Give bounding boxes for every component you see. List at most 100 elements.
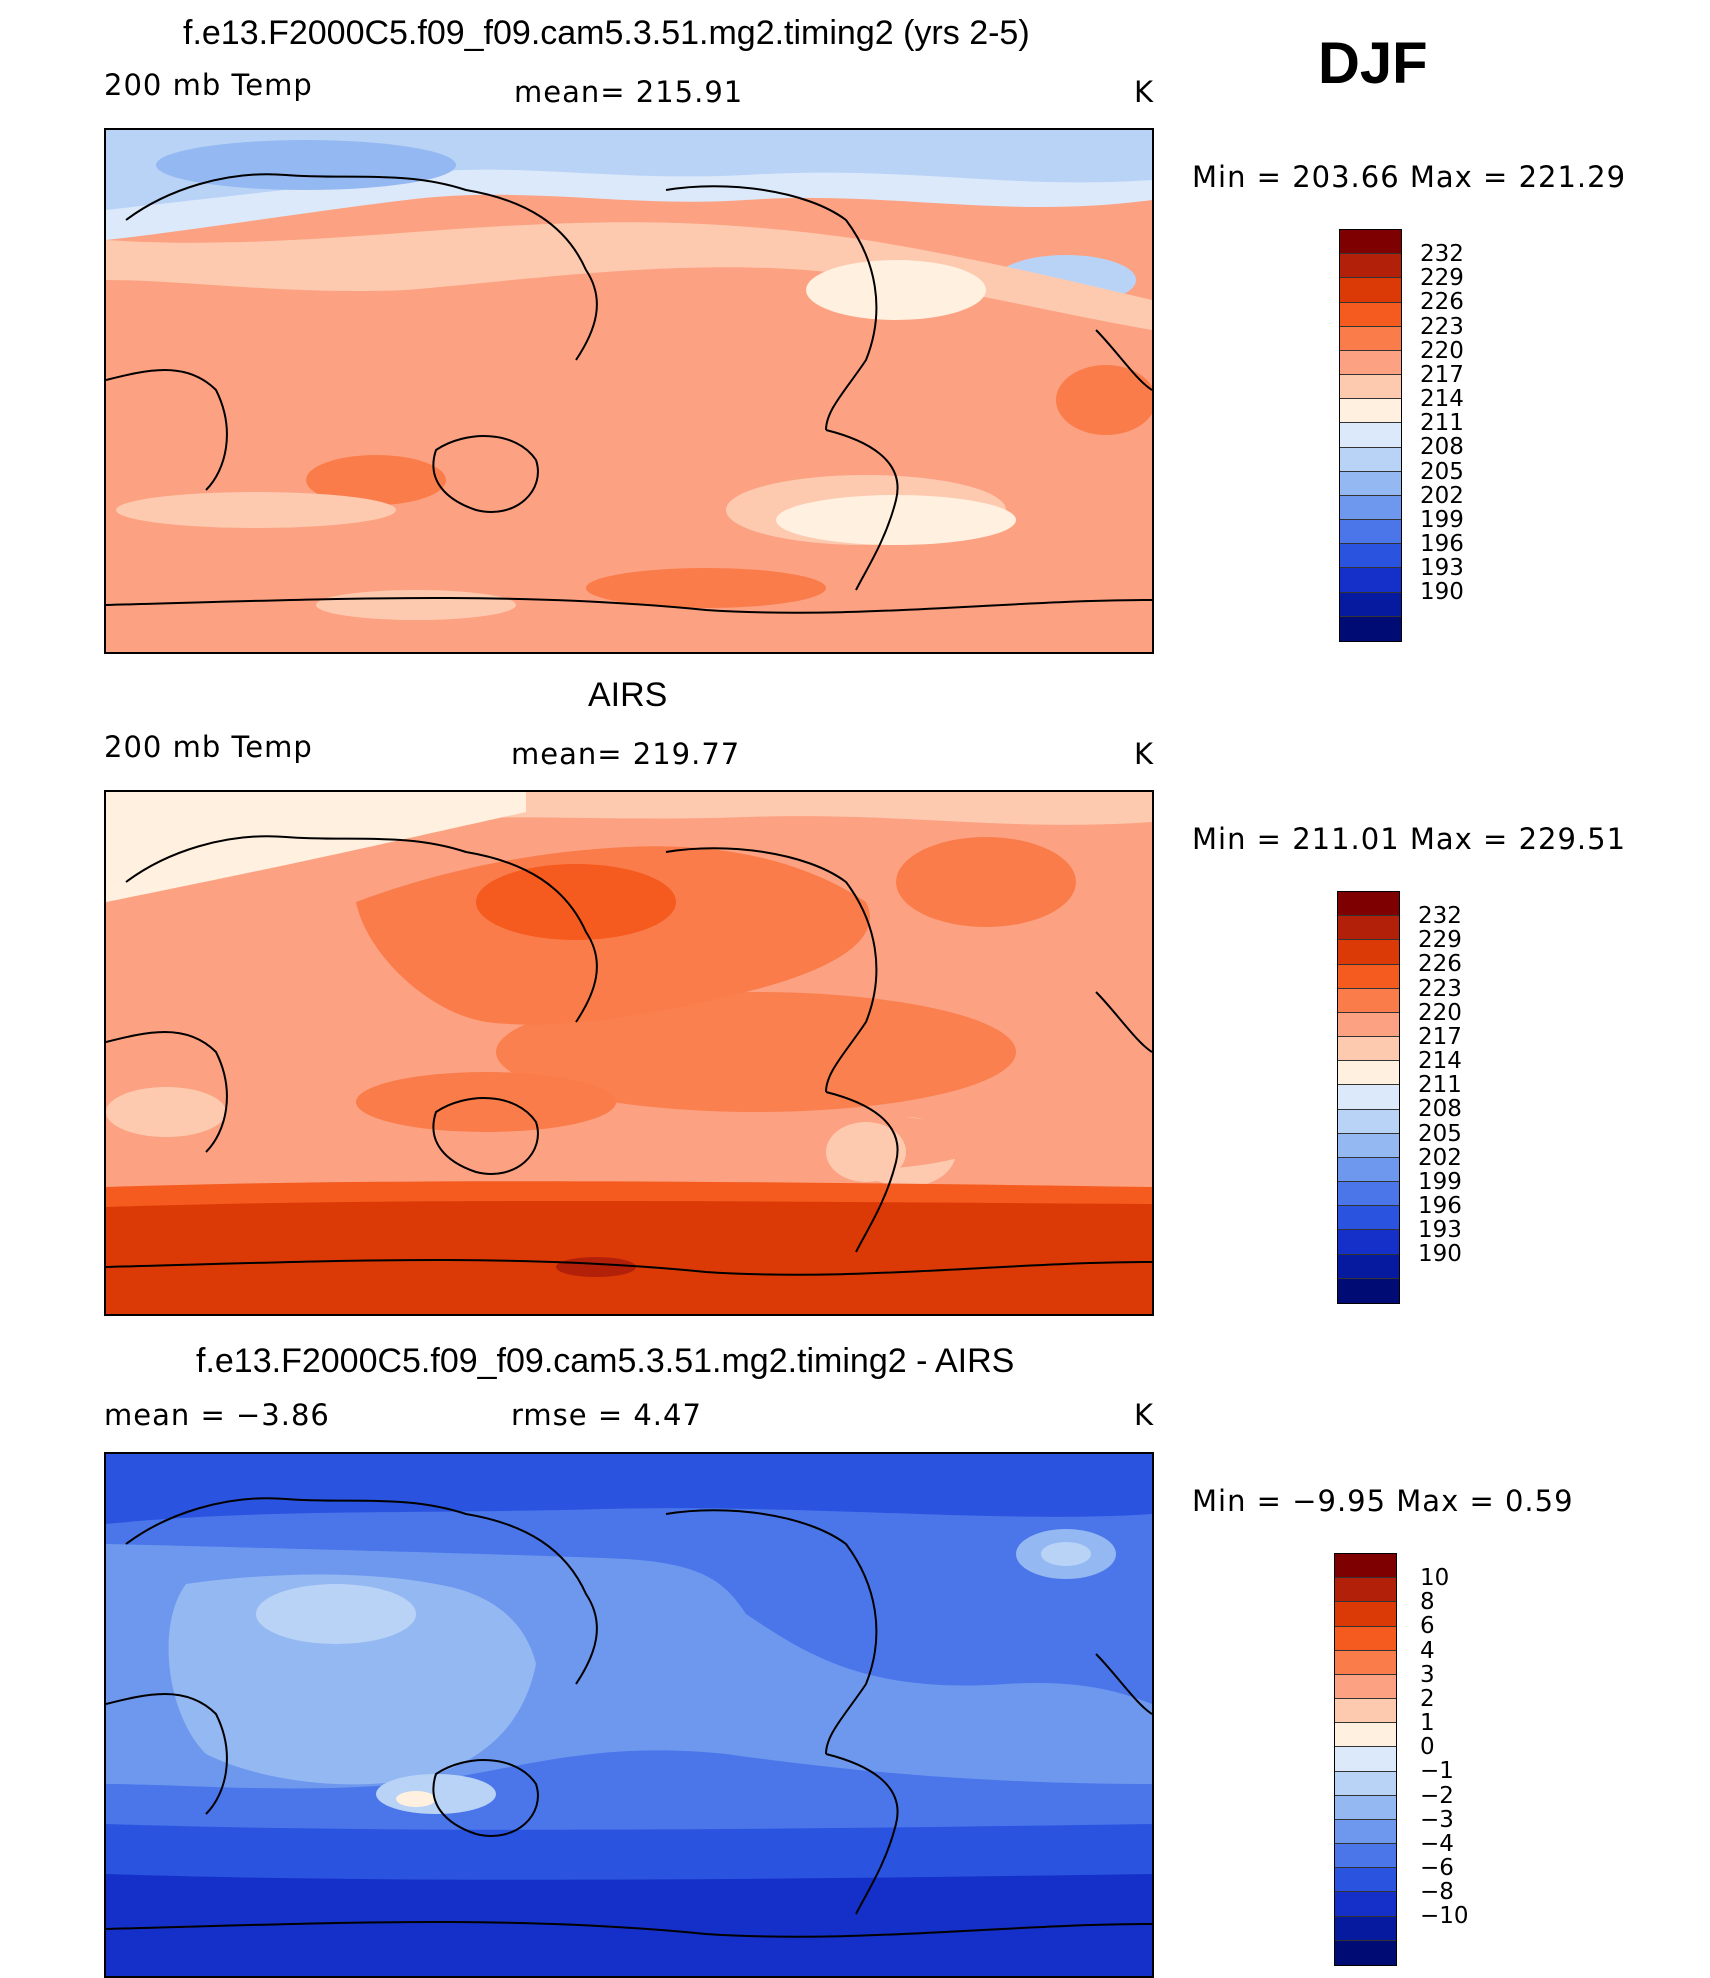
- colorbar-tick-label: 211: [1420, 410, 1464, 437]
- colorbar-tick-label: 226: [1418, 951, 1462, 978]
- panel-1-range-text: Min = 203.66 Max = 221.29: [1192, 160, 1627, 194]
- season-label: DJF: [1318, 31, 1428, 96]
- colorbar-swatch: [1338, 1278, 1399, 1303]
- colorbar-tick-label: −2: [1420, 1782, 1454, 1809]
- colorbar-swatch: [1340, 495, 1401, 521]
- colorbar-tick-label: 193: [1420, 555, 1464, 582]
- colorbar-swatch: [1335, 1650, 1396, 1675]
- panel-3-colorbar-labels: 10 8 6 4 3 2 1 0 −1 −2 −3 −4 −6 −8 −10: [1420, 1566, 1469, 1929]
- panel-2-mean-label: mean= 219.77: [511, 737, 741, 771]
- colorbar-tick-label: 232: [1418, 903, 1462, 929]
- colorbar-swatch: [1335, 1626, 1396, 1651]
- colorbar-tick-label: −4: [1420, 1830, 1454, 1857]
- colorbar-swatch: [1335, 1940, 1396, 1965]
- colorbar-swatch: [1340, 326, 1401, 351]
- colorbar-tick-label: 190: [1418, 1241, 1462, 1268]
- colorbar-swatch: [1335, 1674, 1396, 1700]
- panel-2-title: AIRS: [588, 676, 668, 714]
- colorbar-swatch: [1340, 520, 1401, 545]
- colorbar-tick-label: 214: [1420, 386, 1464, 413]
- panel-3-contour-field: [106, 1454, 1152, 1976]
- colorbar-tick-label: 205: [1418, 1120, 1462, 1147]
- colorbar-swatch: [1338, 1012, 1399, 1038]
- colorbar-swatch: [1335, 1844, 1396, 1869]
- colorbar-swatch: [1340, 254, 1401, 279]
- panel-1-title: f.e13.F2000C5.f09_f09.cam5.3.51.mg2.timi…: [183, 14, 1030, 52]
- colorbar-tick-label: 217: [1420, 361, 1464, 388]
- colorbar-tick-label: 220: [1418, 999, 1462, 1026]
- colorbar-tick-label: 229: [1418, 927, 1462, 954]
- colorbar-swatch: [1340, 471, 1401, 496]
- colorbar-swatch: [1340, 616, 1401, 641]
- colorbar-tick-label: 232: [1420, 241, 1464, 267]
- colorbar-swatch: [1338, 916, 1399, 941]
- colorbar-swatch: [1340, 423, 1401, 448]
- colorbar-tick-label: −10: [1420, 1903, 1469, 1930]
- colorbar-tick-label: 214: [1418, 1048, 1462, 1075]
- panel-1-contour-field: [106, 130, 1152, 652]
- colorbar-swatch: [1340, 230, 1401, 255]
- colorbar-swatch: [1338, 1230, 1399, 1255]
- panel-1-map: [104, 128, 1154, 654]
- colorbar-swatch: [1338, 988, 1399, 1013]
- panel-2-units: K: [1134, 737, 1155, 771]
- colorbar-tick-label: −1: [1420, 1758, 1454, 1785]
- colorbar-swatch: [1338, 1254, 1399, 1279]
- colorbar-swatch: [1338, 940, 1399, 965]
- panel-3-map: [104, 1452, 1154, 1978]
- colorbar-swatch: [1335, 1699, 1396, 1724]
- panel-3-units: K: [1134, 1398, 1155, 1432]
- panel-2-coastlines: [106, 835, 1152, 1276]
- panel-2-map: [104, 790, 1154, 1316]
- colorbar-tick-label: 217: [1418, 1023, 1462, 1050]
- colorbar-swatch: [1338, 1133, 1399, 1158]
- panel-1-variable-label: 200 mb Temp: [104, 68, 313, 102]
- colorbar-tick-label: 190: [1420, 579, 1464, 606]
- colorbar-tick-label: 208: [1420, 434, 1464, 461]
- panel-3-coastlines: [106, 1497, 1152, 1938]
- colorbar-swatch: [1338, 1206, 1399, 1231]
- colorbar-tick-label: 0: [1420, 1734, 1435, 1761]
- panel-3-range-text: Min = −9.95 Max = 0.59: [1192, 1484, 1574, 1518]
- panel-1-colorbar-labels: 232 229 226 223 220 217 214 211 208 205 202 199 196 1…: [1420, 242, 1464, 605]
- colorbar-tick-label: 202: [1418, 1144, 1462, 1171]
- colorbar-tick-label: −8: [1420, 1879, 1454, 1906]
- colorbar-swatch: [1338, 1085, 1399, 1110]
- colorbar-swatch: [1340, 568, 1401, 593]
- colorbar-swatch: [1338, 892, 1399, 917]
- panel-3-mean-label: mean = −3.86: [104, 1398, 330, 1432]
- colorbar-swatch: [1340, 350, 1401, 376]
- colorbar-tick-label: 8: [1420, 1589, 1435, 1616]
- colorbar-tick-label: 196: [1418, 1193, 1462, 1220]
- colorbar-swatch: [1340, 278, 1401, 303]
- colorbar-swatch: [1335, 1795, 1396, 1820]
- colorbar-tick-label: 3: [1420, 1661, 1435, 1688]
- panel-3-colorbar: [1334, 1553, 1397, 1966]
- panel-1-coastlines: [106, 173, 1152, 614]
- panel-1-colorbar: [1339, 229, 1402, 642]
- colorbar-tick-label: 199: [1418, 1168, 1462, 1195]
- colorbar-tick-label: 199: [1420, 506, 1464, 533]
- colorbar-swatch: [1338, 1157, 1399, 1183]
- colorbar-swatch: [1338, 964, 1399, 989]
- panel-1-mean-label: mean= 215.91: [514, 75, 744, 109]
- colorbar-tick-label: 10: [1420, 1565, 1450, 1591]
- colorbar-swatch: [1335, 1892, 1396, 1917]
- colorbar-tick-label: 211: [1418, 1072, 1462, 1099]
- colorbar-swatch: [1335, 1819, 1396, 1845]
- colorbar-tick-label: 220: [1420, 337, 1464, 364]
- colorbar-swatch: [1338, 1109, 1399, 1134]
- colorbar-swatch: [1338, 1061, 1399, 1086]
- colorbar-tick-label: 208: [1418, 1096, 1462, 1123]
- colorbar-tick-label: 226: [1420, 289, 1464, 316]
- colorbar-tick-label: −3: [1420, 1806, 1454, 1833]
- colorbar-swatch: [1340, 302, 1401, 327]
- colorbar-swatch: [1340, 399, 1401, 424]
- panel-2-variable-label: 200 mb Temp: [104, 730, 313, 764]
- colorbar-swatch: [1335, 1771, 1396, 1796]
- colorbar-tick-label: 202: [1420, 482, 1464, 509]
- panel-1-units: K: [1134, 75, 1155, 109]
- colorbar-swatch: [1340, 544, 1401, 569]
- colorbar-tick-label: −6: [1420, 1855, 1454, 1882]
- colorbar-tick-label: 196: [1420, 531, 1464, 558]
